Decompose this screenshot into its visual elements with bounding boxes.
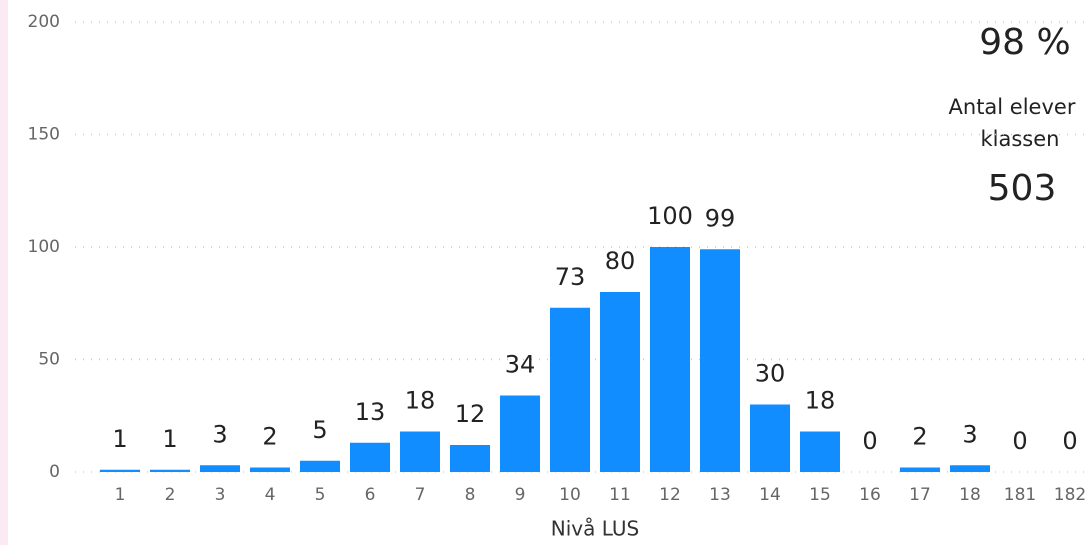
x-tick-label: 12 [659, 485, 681, 505]
data-label: 3 [962, 420, 977, 448]
data-label: 18 [805, 387, 836, 415]
x-tick-label: 5 [315, 485, 326, 505]
x-tick-label: 10 [559, 485, 581, 505]
kpi-title: klassen [981, 127, 1060, 151]
bar [300, 460, 340, 472]
data-label: 73 [555, 263, 586, 291]
bar [500, 395, 540, 472]
kpi-title: Antal elever [949, 95, 1076, 119]
x-tick-label: 15 [809, 485, 831, 505]
x-tick-label: 181 [1004, 485, 1036, 505]
bar [250, 467, 290, 472]
data-label: 2 [912, 423, 927, 451]
data-label: 13 [355, 398, 386, 426]
data-label: 80 [605, 247, 636, 275]
data-label: 18 [405, 387, 436, 415]
y-tick-label: 100 [28, 237, 60, 257]
data-label: 1 [162, 425, 177, 453]
x-tick-label: 4 [265, 485, 276, 505]
x-axis-title: Nivå LUS [551, 517, 639, 541]
x-tick-label: 17 [909, 485, 931, 505]
y-tick-label: 150 [28, 125, 60, 145]
x-tick-label: 8 [465, 485, 476, 505]
bar [900, 467, 940, 472]
data-label: 34 [505, 351, 536, 379]
data-label: 2 [262, 423, 277, 451]
x-tick-label: 16 [859, 485, 881, 505]
x-tick-label: 14 [759, 485, 781, 505]
bar [400, 431, 440, 472]
bar [350, 442, 390, 472]
side-strip [0, 0, 8, 545]
bar [950, 465, 990, 472]
x-tick-label: 13 [709, 485, 731, 505]
bar [550, 307, 590, 472]
y-tick-label: 200 [28, 12, 60, 32]
x-tick-label: 1 [115, 485, 126, 505]
bar [800, 431, 840, 472]
y-tick-label: 0 [49, 462, 60, 482]
bar [650, 247, 690, 472]
x-tick-label: 11 [609, 485, 631, 505]
x-tick-label: 2 [165, 485, 176, 505]
x-tick-label: 6 [365, 485, 376, 505]
kpi-value: 503 [988, 168, 1057, 209]
data-label: 0 [1012, 427, 1027, 455]
x-tick-label: 18 [959, 485, 981, 505]
x-tick-label: 3 [215, 485, 226, 505]
bar [450, 445, 490, 472]
bar [200, 465, 240, 472]
bar [600, 292, 640, 472]
data-label: 3 [212, 420, 227, 448]
x-tick-label: 182 [1054, 485, 1086, 505]
data-label: 0 [862, 427, 877, 455]
x-tick-label: 9 [515, 485, 526, 505]
data-label: 12 [455, 400, 486, 428]
data-label: 99 [705, 204, 736, 232]
data-label: 1 [112, 425, 127, 453]
bar [700, 249, 740, 472]
x-tick-label: 7 [415, 485, 426, 505]
data-label: 0 [1062, 427, 1077, 455]
bar [750, 404, 790, 472]
kpi-value: 98 % [979, 22, 1070, 63]
data-label: 30 [755, 360, 786, 388]
y-tick-label: 50 [38, 350, 60, 370]
bar [150, 469, 190, 472]
data-label: 5 [312, 416, 327, 444]
bar [100, 469, 140, 472]
data-label: 100 [647, 202, 693, 230]
